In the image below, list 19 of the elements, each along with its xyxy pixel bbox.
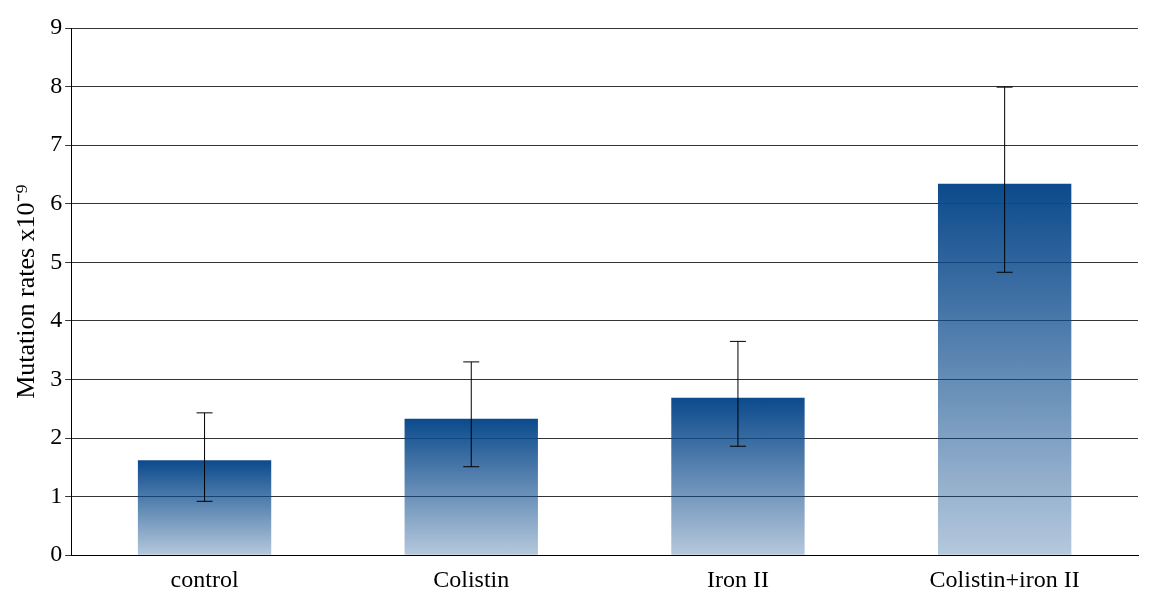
y-tick-label: 2 <box>50 423 63 450</box>
y-tick-label: 5 <box>50 247 63 274</box>
y-tick-label: 8 <box>50 71 63 98</box>
bar <box>671 397 805 555</box>
y-tick-label: 9 <box>50 13 63 40</box>
bar <box>404 418 538 555</box>
x-tick-label: control <box>170 565 239 592</box>
y-tick-label: 3 <box>50 364 63 391</box>
y-tick-label: 4 <box>50 306 63 333</box>
bar <box>937 183 1072 555</box>
x-tick-label: Colistin+iron II <box>929 565 1080 592</box>
bar <box>137 460 272 555</box>
y-tick-label: 1 <box>50 481 63 508</box>
y-tick-label: 6 <box>50 189 63 216</box>
y-tick-label: 0 <box>50 540 63 567</box>
y-tick-label: 7 <box>50 130 63 157</box>
y-axis-title: Mutation rates x10⁻⁹ <box>11 184 41 399</box>
x-tick-label: Colistin <box>433 565 510 592</box>
x-tick-label: Iron II <box>706 565 769 592</box>
